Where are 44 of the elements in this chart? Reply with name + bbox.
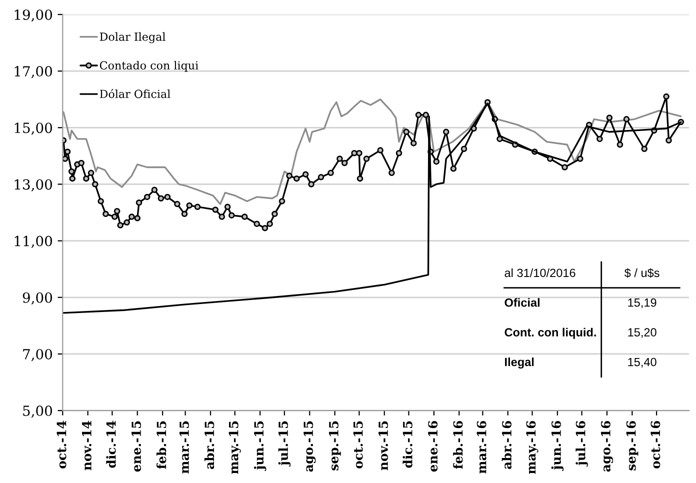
x-tick-label: sep.-15	[328, 421, 341, 470]
annotation: Oficial	[504, 298, 540, 307]
x-tick-label: sep.-16	[626, 420, 638, 470]
annotation: al 31/10/2016	[504, 268, 576, 278]
x-tick-label: jun.-16	[551, 420, 564, 471]
annotation: $ / u$s	[624, 268, 660, 278]
x-tick-label: may.-15	[228, 421, 241, 474]
x-tick-label: nov.-14	[82, 420, 92, 470]
annotation: Cont. con liquid.	[504, 328, 596, 339]
x-tick-label: nov.-15	[378, 421, 388, 470]
x-tick-label: abr.-15	[204, 421, 214, 469]
x-tick-label: dic.-15	[402, 421, 412, 468]
x-tick-label: dic.-14	[106, 420, 116, 468]
x-tick-label: oct.-14	[56, 420, 66, 468]
y-tick-label: 7,00	[23, 348, 52, 362]
legend-label: Contado con liqui	[100, 60, 198, 72]
y-tick-label: 11,00	[14, 236, 52, 248]
annotation: Ilegal	[505, 357, 534, 369]
x-tick-label: ene.-16	[428, 420, 438, 472]
x-tick-label: feb.-16	[453, 420, 463, 469]
y-tick-label: 19,00	[14, 9, 52, 22]
y-tick-label: 5,00	[23, 406, 52, 418]
annotation: 15,20	[628, 328, 656, 338]
x-tick-label: mar.-15	[179, 421, 189, 474]
x-tick-label: oct.-16	[650, 420, 660, 468]
x-tick-label: jul.-16	[576, 420, 588, 466]
x-tick-label: mar.-16	[476, 420, 486, 474]
y-tick-label: 15,00	[14, 122, 52, 135]
x-tick-label: feb.-15	[156, 421, 166, 469]
y-tick-label: 13,00	[14, 179, 52, 192]
legend-label: Dolar Ilegal	[100, 32, 166, 44]
x-tick-label: ago.-15	[304, 421, 316, 472]
x-tick-label: ene.-15	[132, 421, 142, 472]
annotation: 15,19	[628, 298, 656, 308]
x-tick-label: jul.-15	[278, 421, 291, 466]
x-tick-label: may.-16	[526, 420, 538, 474]
x-tick-label: abr.-16	[502, 420, 512, 469]
x-tick-label: oct.-15	[353, 421, 363, 468]
y-tick-label: 17,00	[14, 66, 52, 78]
y-tick-label: 9,00	[22, 292, 52, 305]
annotation: 15,40	[628, 358, 656, 368]
x-tick-label: ago.-16	[600, 420, 614, 472]
x-tick-label: jun.-15	[254, 421, 266, 471]
legend-label: Dólar Oficial	[100, 89, 170, 98]
